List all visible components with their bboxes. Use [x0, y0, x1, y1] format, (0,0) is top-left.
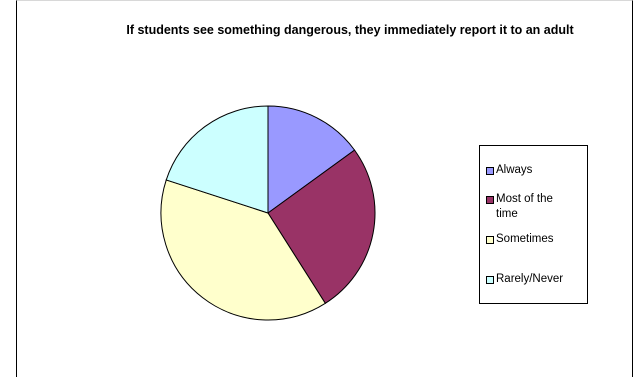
legend: Always Most of the time Sometimes Rarely…: [479, 145, 588, 304]
legend-swatch-always: [486, 167, 494, 175]
chart-frame: [16, 0, 633, 377]
legend-label-always: Always: [496, 164, 533, 176]
pie-slice-always: [267, 105, 356, 214]
pie-slice-most-of-the-time: [267, 149, 376, 305]
legend-swatch-sometimes: [486, 236, 494, 244]
legend-label-rarely-never: Rarely/Never: [496, 273, 564, 285]
legend-label-sometimes: Sometimes: [496, 233, 554, 245]
legend-item-most-of-the-time: Most of the time: [486, 192, 586, 222]
pie-slice-sometimes: [160, 179, 327, 321]
legend-swatch-rarely-never: [486, 276, 494, 284]
legend-swatch-most-of-the-time: [486, 196, 494, 204]
legend-item-always: Always: [486, 163, 586, 178]
pie-slice-rarely-never: [165, 105, 269, 214]
chart-title: If students see something dangerous, the…: [126, 23, 574, 37]
legend-label-most-of-the-time: Most of the time: [496, 193, 553, 220]
legend-item-sometimes: Sometimes: [486, 232, 586, 247]
legend-item-rarely-never: Rarely/Never: [486, 272, 586, 287]
